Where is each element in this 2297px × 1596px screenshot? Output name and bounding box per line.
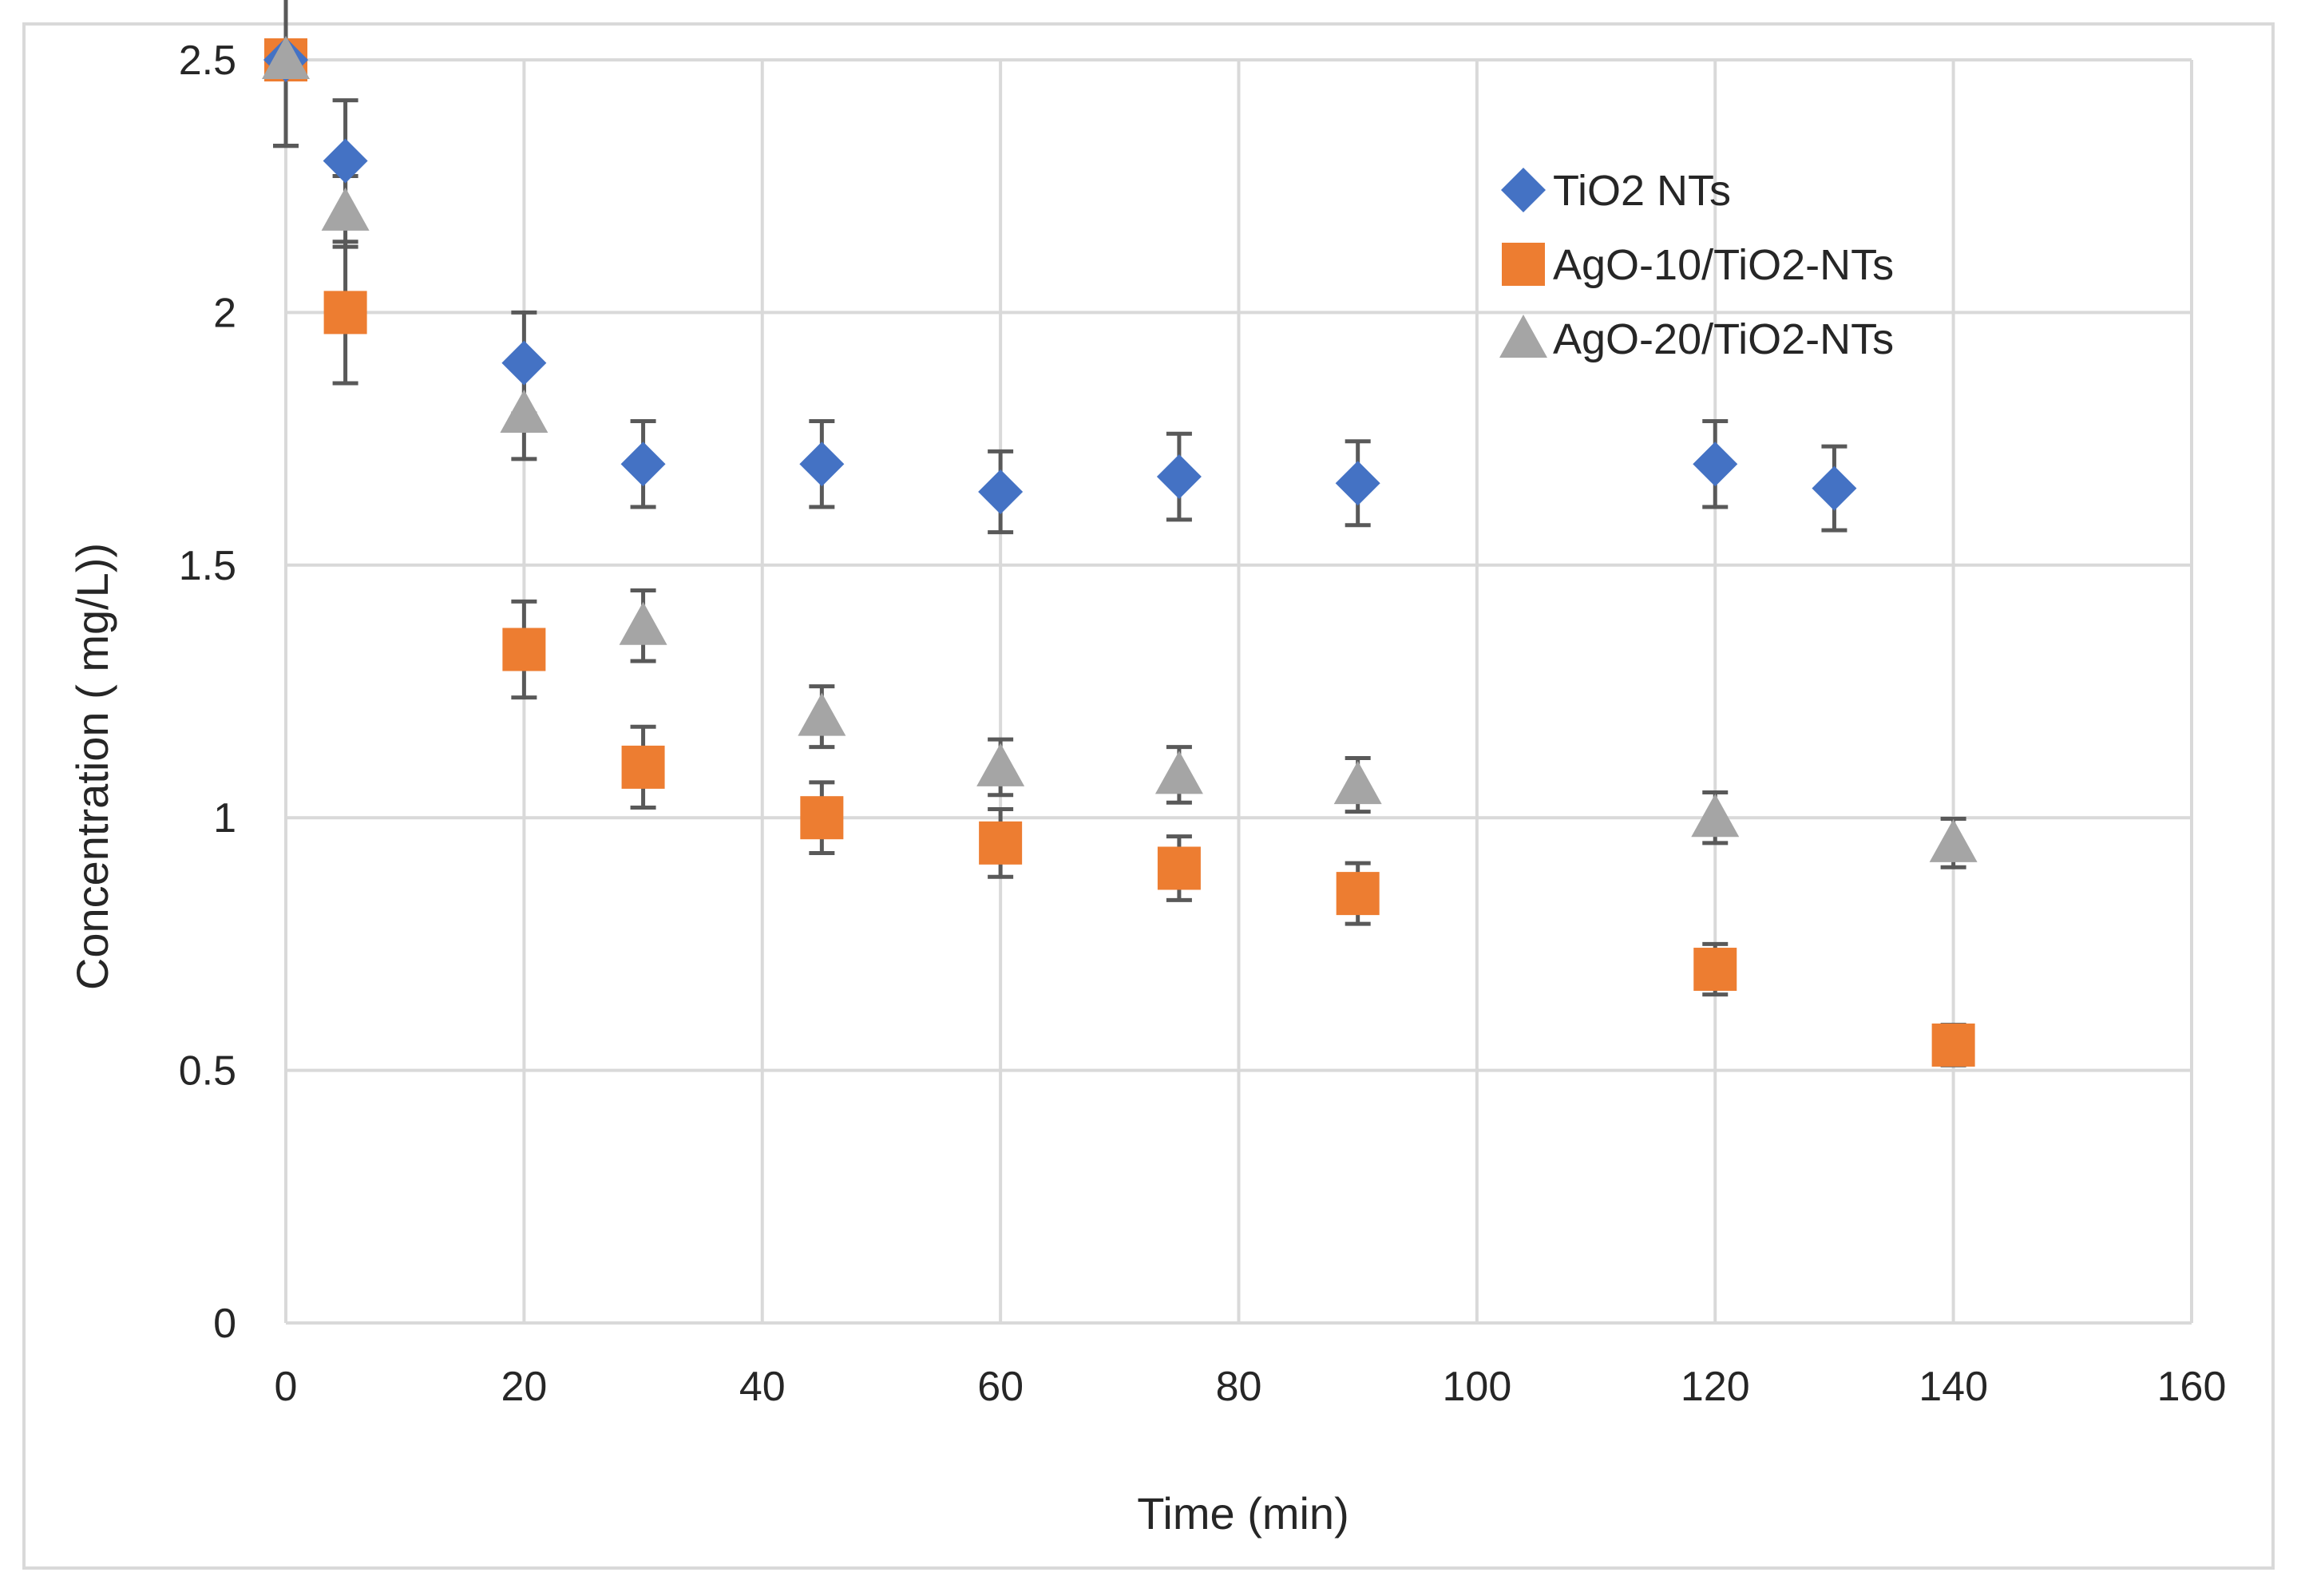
data-point	[1929, 818, 1978, 862]
legend-marker	[1501, 168, 1546, 212]
data-point	[1157, 846, 1201, 890]
data-point	[978, 469, 1024, 515]
legend-marker	[1499, 315, 1547, 358]
x-tick-label: 100	[1442, 1364, 1511, 1410]
legend-item: AgO-20/TiO2-NTs	[1499, 315, 1894, 363]
data-point	[619, 601, 667, 645]
data-point	[1154, 750, 1203, 794]
x-tick-label: 60	[977, 1364, 1024, 1410]
data-point	[976, 743, 1025, 786]
x-axis-title: Time (min)	[1137, 1488, 1348, 1539]
legend-item: TiO2 NTs	[1501, 167, 1731, 215]
data-point	[1336, 872, 1380, 916]
data-point	[799, 442, 845, 487]
data-point	[979, 821, 1023, 865]
legend-label: AgO-20/TiO2-NTs	[1553, 315, 1894, 363]
chart-border	[22, 22, 2275, 1570]
data-point	[1335, 461, 1380, 506]
data-point	[798, 692, 846, 736]
data-point	[1333, 761, 1382, 805]
data-point	[501, 340, 547, 386]
y-tick-label: 0	[213, 1301, 236, 1347]
y-tick-label: 2.5	[179, 38, 236, 84]
data-point	[262, 36, 310, 79]
data-markers	[262, 36, 1978, 1067]
data-point	[620, 442, 666, 487]
x-tick-label: 0	[275, 1364, 298, 1410]
y-tick-label: 0.5	[179, 1048, 236, 1095]
data-point	[500, 389, 549, 433]
data-point	[1691, 794, 1740, 838]
x-tick-label: 20	[501, 1364, 547, 1410]
x-tick-label: 120	[1681, 1364, 1750, 1410]
legend-item: AgO-10/TiO2-NTs	[1502, 241, 1894, 289]
data-point	[1693, 442, 1738, 487]
y-tick-label: 1	[213, 795, 236, 842]
data-point	[502, 628, 546, 671]
x-tick-label: 80	[1216, 1364, 1262, 1410]
tick-labels: 0 0.5 1 1.5 2 2.5 0 20 40 60 80 100 120 140 160	[179, 38, 2227, 1410]
legend-label: TiO2 NTs	[1553, 167, 1731, 215]
legend: TiO2 NTs AgO-10/TiO2-NTs AgO-20/TiO2-NTs	[1499, 167, 1894, 363]
gridlines	[284, 58, 2193, 1325]
data-point	[323, 291, 367, 335]
y-tick-label: 2	[213, 290, 236, 336]
y-tick-label: 1.5	[179, 543, 236, 589]
data-point	[1693, 948, 1737, 992]
x-tick-label: 140	[1919, 1364, 1988, 1410]
x-tick-label: 40	[739, 1364, 786, 1410]
data-point	[800, 796, 844, 840]
data-point	[1156, 454, 1202, 500]
x-tick-label: 160	[2157, 1364, 2227, 1410]
data-point	[1812, 465, 1857, 511]
legend-label: AgO-10/TiO2-NTs	[1553, 241, 1894, 289]
data-point	[1931, 1023, 1975, 1067]
legend-marker	[1502, 243, 1545, 286]
data-point	[621, 745, 665, 789]
data-point	[323, 138, 368, 184]
y-axis-title: Concentration ( mg/L))	[67, 543, 117, 990]
data-point	[321, 187, 370, 231]
